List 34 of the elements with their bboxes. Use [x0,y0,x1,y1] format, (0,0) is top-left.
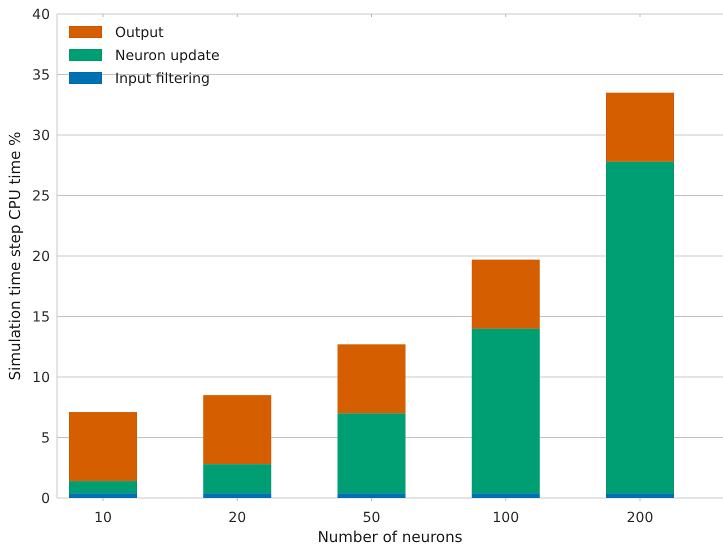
y-tick-label: 10 [32,370,50,386]
legend-label: Output [115,24,164,41]
x-tick-label: 10 [94,510,112,526]
y-tick-label: 5 [41,430,50,446]
x-tick-label: 100 [492,510,520,526]
bar [472,260,540,329]
x-tick-label: 20 [228,510,246,526]
y-tick-label: 20 [32,248,50,265]
bar [606,162,674,494]
y-tick-label: 30 [32,128,50,144]
bar [338,413,406,494]
x-tick-label: 200 [626,510,654,526]
y-tick-label: 0 [41,490,50,507]
legend-label: Input filtering [115,70,210,87]
x-axis-title: Number of neurons [318,528,463,546]
bar [472,493,540,498]
y-tick-label: 35 [32,67,50,84]
bar [338,344,406,414]
y-axis-title: Simulation time step CPU time % [6,132,24,380]
legend-label: Neuron update [115,48,220,64]
y-tick-label: 15 [32,309,50,326]
x-tick-label: 50 [362,510,380,526]
bar [203,395,272,464]
y-tick-label: 25 [32,188,50,204]
bar [69,412,137,482]
bar [338,493,406,498]
bar [472,328,540,494]
y-tick-label: 40 [32,6,50,23]
bar [203,464,272,494]
bar [606,493,674,498]
bar [69,481,137,494]
bar [203,493,272,498]
bar [606,92,674,162]
bar [69,493,137,498]
